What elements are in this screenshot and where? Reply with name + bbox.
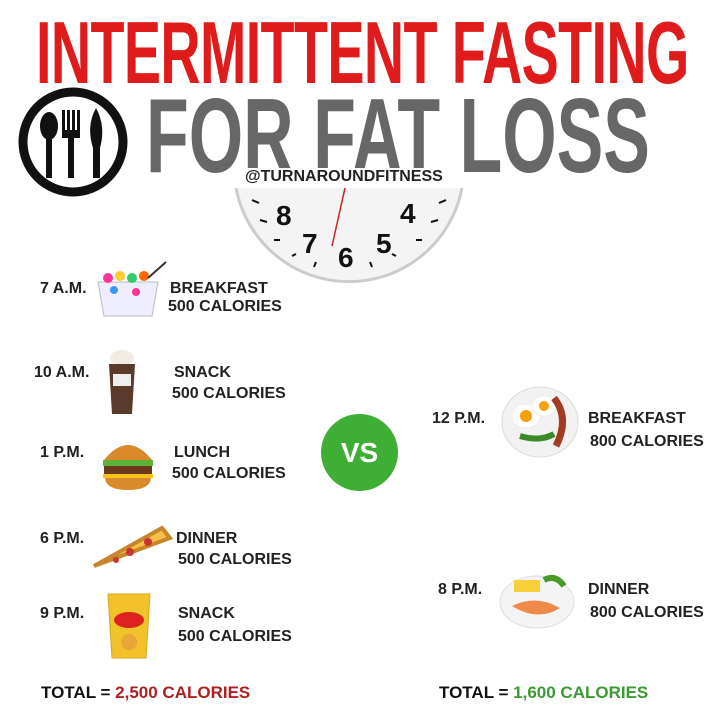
meal-time: 8 P.M. [438, 581, 483, 598]
clock-number-6: 6 [338, 242, 354, 273]
meal-name: SNACK [174, 364, 231, 381]
iced-coffee-icon [109, 350, 135, 414]
meal-time: 10 A.M. [34, 364, 90, 381]
burger-icon [103, 445, 153, 490]
meal-calories: 500 CALORIES [168, 298, 282, 315]
meal-name: SNACK [178, 605, 235, 622]
vs-badge: VS [321, 414, 398, 491]
right-total: TOTAL = 1,600 CALORIES [439, 683, 648, 703]
clock-number-4: 4 [400, 198, 416, 229]
clock-illustration [234, 188, 464, 284]
meal-name: DINNER [588, 581, 650, 598]
left-total: TOTAL = 2,500 CALORIES [41, 683, 250, 703]
meal-time: 9 P.M. [40, 605, 85, 622]
total-value: 2,500 CALORIES [115, 683, 251, 702]
meal-time: 7 A.M. [40, 280, 87, 297]
cutlery-icon [18, 87, 128, 197]
meal-calories: 500 CALORIES [172, 465, 286, 482]
meal-name: BREAKFAST [588, 410, 686, 427]
meal-time: 12 P.M. [432, 410, 486, 427]
meal-time: 6 P.M. [40, 530, 85, 547]
meal-name: BREAKFAST [170, 280, 268, 297]
meal-calories: 800 CALORIES [590, 604, 704, 621]
meal-name: DINNER [176, 530, 238, 547]
clock-number-7: 7 [302, 228, 318, 259]
cereal-bowl-icon [97, 261, 167, 317]
total-label: TOTAL = [41, 683, 116, 702]
meal-name: LUNCH [174, 444, 230, 461]
meal-calories: 500 CALORIES [172, 385, 286, 402]
meal-calories: 500 CALORIES [178, 628, 292, 645]
eggs-bacon-icon [501, 386, 579, 458]
pizza-slice-icon [93, 525, 174, 568]
title-line-1: INTERMITTENT FASTING [36, 3, 689, 102]
handle: @TURNAROUNDFITNESS [243, 168, 445, 186]
meal-time: 1 P.M. [40, 444, 85, 461]
meal-calories: 800 CALORIES [590, 433, 704, 450]
total-label: TOTAL = [439, 683, 514, 702]
meal-calories: 500 CALORIES [178, 551, 292, 568]
salmon-plate-icon [499, 575, 575, 629]
total-value: 1,600 CALORIES [513, 683, 649, 702]
chips-bag-icon [107, 593, 151, 659]
clock-number-5: 5 [376, 228, 392, 259]
clock-number-8: 8 [276, 200, 292, 231]
